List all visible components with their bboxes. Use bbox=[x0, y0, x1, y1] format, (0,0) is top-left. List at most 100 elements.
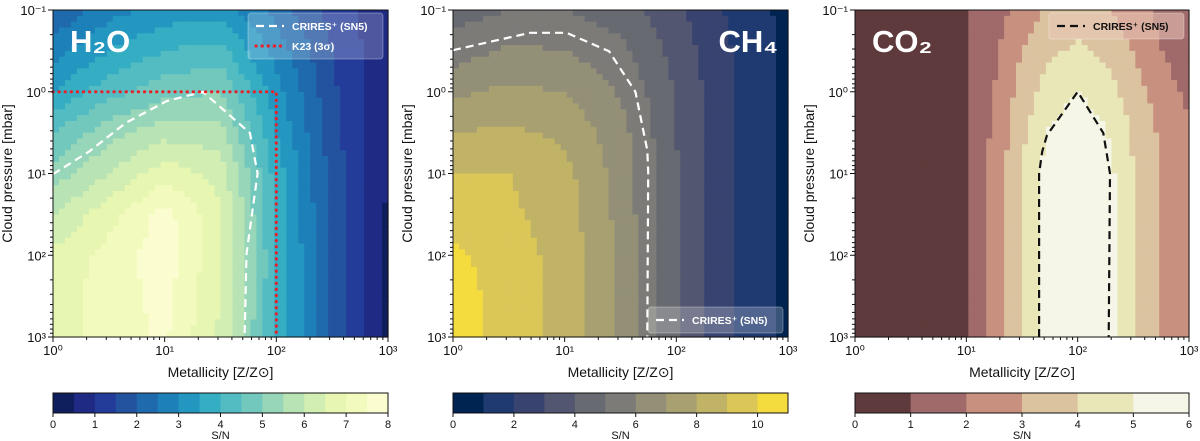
contour-cell bbox=[376, 325, 383, 332]
contour-cell bbox=[76, 266, 84, 274]
contour-cell bbox=[136, 132, 144, 140]
contour-cell bbox=[572, 138, 580, 145]
contour-cell bbox=[64, 313, 72, 321]
contour-cell bbox=[352, 150, 359, 157]
contour-cell bbox=[710, 85, 717, 93]
contour-cell bbox=[136, 45, 144, 52]
contour-cell bbox=[674, 132, 681, 140]
contour-cell bbox=[88, 138, 96, 145]
contour-cell bbox=[518, 120, 526, 128]
contour-cell bbox=[512, 132, 520, 140]
contour-cell bbox=[488, 167, 496, 175]
contour-cell bbox=[548, 68, 556, 75]
contour-cell bbox=[208, 33, 216, 40]
contour-cell bbox=[280, 150, 287, 157]
contour-cell bbox=[668, 167, 675, 175]
contour-cell bbox=[518, 109, 526, 116]
contour-cell bbox=[238, 115, 246, 122]
contour-cell bbox=[782, 27, 789, 34]
contour-cell bbox=[524, 39, 532, 46]
contour-cell bbox=[196, 33, 204, 40]
contour-cell bbox=[740, 132, 747, 140]
contour-cell bbox=[142, 80, 150, 87]
contour-cell bbox=[106, 202, 114, 210]
contour-cell bbox=[70, 68, 78, 75]
contour-cell bbox=[214, 33, 222, 40]
contour-cell bbox=[776, 21, 783, 29]
contour-cell bbox=[668, 21, 675, 29]
contour-cell bbox=[560, 85, 568, 93]
contour-cell bbox=[680, 185, 687, 192]
contour-cell bbox=[584, 10, 592, 17]
contour-cell bbox=[70, 319, 78, 326]
contour-cell bbox=[58, 331, 66, 338]
contour-cell bbox=[118, 307, 126, 315]
contour-cell bbox=[608, 74, 616, 81]
contour-cell bbox=[232, 296, 240, 303]
contour-cell bbox=[328, 132, 335, 140]
contour-cell bbox=[124, 74, 132, 81]
contour-cell bbox=[340, 237, 347, 245]
contour-cell bbox=[262, 231, 269, 239]
contour-cell bbox=[286, 296, 293, 303]
contour-cell bbox=[322, 155, 329, 163]
contour-cell bbox=[53, 68, 60, 75]
contour-cell bbox=[734, 120, 741, 128]
contour-cell bbox=[500, 80, 508, 87]
contour-cell bbox=[650, 33, 657, 40]
contour-cell bbox=[698, 173, 705, 180]
contour-cell bbox=[106, 80, 114, 87]
contour-cell bbox=[334, 103, 341, 110]
contour-cell bbox=[608, 80, 616, 87]
contour-cell bbox=[262, 313, 269, 321]
contour-cell bbox=[458, 50, 466, 58]
contour-cell bbox=[53, 290, 60, 297]
contour-cell bbox=[758, 161, 765, 169]
contour-cell bbox=[172, 231, 180, 239]
contour-cell bbox=[370, 27, 377, 34]
contour-cell bbox=[208, 319, 216, 326]
contour-cell bbox=[686, 27, 693, 34]
contour-cell bbox=[184, 97, 192, 105]
contour-cell bbox=[453, 74, 460, 81]
contour-cell bbox=[680, 62, 687, 69]
contour-cell bbox=[334, 191, 341, 198]
contour-cell bbox=[100, 132, 108, 140]
contour-cell bbox=[698, 109, 705, 116]
contour-cell bbox=[148, 74, 156, 81]
contour-cell bbox=[190, 50, 198, 58]
contour-cell bbox=[728, 167, 735, 175]
contour-cell bbox=[202, 138, 210, 145]
contour-cell bbox=[70, 261, 78, 268]
contour-cell bbox=[118, 319, 126, 326]
contour-cell bbox=[124, 290, 132, 297]
contour-cell bbox=[310, 301, 317, 309]
contour-cell bbox=[608, 167, 616, 175]
contour-cell bbox=[274, 173, 281, 180]
contour-cell bbox=[100, 50, 108, 58]
contour-cell bbox=[358, 301, 365, 309]
contour-cell bbox=[746, 74, 753, 81]
contour-cell bbox=[500, 173, 508, 180]
contour-cell bbox=[328, 39, 335, 46]
contour-cell bbox=[130, 62, 138, 69]
contour-cell bbox=[596, 103, 604, 110]
contour-cell bbox=[572, 103, 580, 110]
contour-cell bbox=[244, 231, 252, 239]
contour-cell bbox=[268, 214, 275, 221]
contour-cell bbox=[334, 290, 341, 297]
contour-cell bbox=[250, 191, 257, 198]
contour-cell bbox=[476, 155, 484, 163]
contour-cell bbox=[214, 266, 222, 274]
contour-cell bbox=[782, 62, 789, 69]
contour-cell bbox=[118, 97, 126, 105]
contour-cell bbox=[656, 103, 663, 110]
contour-cell bbox=[148, 249, 156, 256]
contour-cell bbox=[566, 62, 574, 69]
contour-cell bbox=[238, 56, 246, 64]
contour-cell bbox=[590, 50, 598, 58]
contour-cell bbox=[124, 80, 132, 87]
contour-cell bbox=[500, 10, 508, 17]
contour-cell bbox=[196, 74, 204, 81]
contour-cell bbox=[680, 15, 687, 23]
